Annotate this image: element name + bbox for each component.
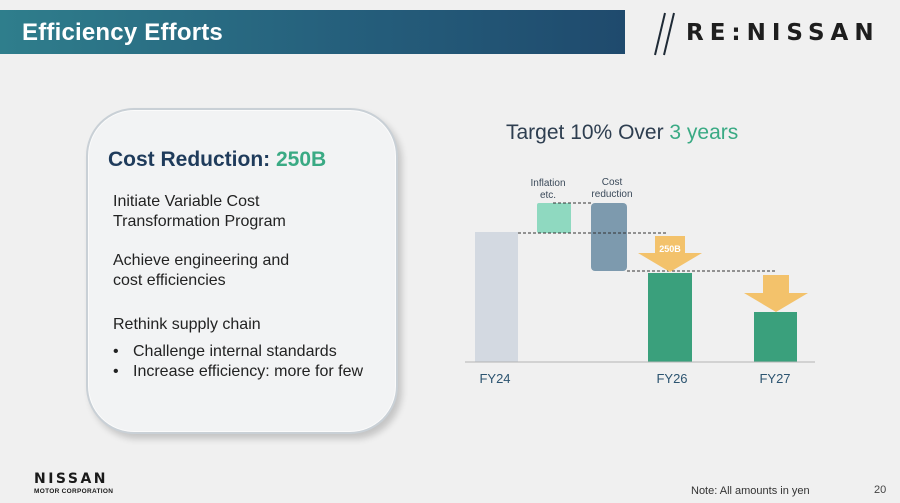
arrow-fy26: [638, 236, 702, 272]
header-banner: Efficiency Efforts: [0, 10, 625, 54]
label-cost: Cost: [602, 177, 623, 188]
bar-fy27: [754, 312, 797, 362]
renissan-logo: RE:NISSAN: [686, 20, 880, 46]
card-title: Cost Reduction: 250B: [108, 148, 327, 171]
supply-chain-bullets: Challenge internal standards Increase ef…: [113, 342, 373, 382]
bar-inflation: [537, 203, 571, 233]
card-item-engineering: Achieve engineering and cost efficiencie…: [113, 252, 290, 289]
label-inflation-etc: etc.: [540, 190, 556, 201]
bar-fy26: [648, 273, 692, 362]
label-inflation: Inflation: [530, 178, 565, 189]
chart-title: Target 10% Over 3 years: [506, 121, 739, 144]
x-label-fy26: FY26: [656, 371, 687, 386]
bar-cost-reduction: [591, 203, 627, 271]
slide-title: Efficiency Efforts: [22, 19, 223, 46]
bullet-item: Increase efficiency: more for few: [113, 362, 373, 382]
arrow-fy27: [744, 275, 808, 312]
card-item-supply-chain: Rethink supply chain: [113, 316, 261, 333]
nissan-logo: NISSAN MOTOR CORPORATION: [34, 471, 114, 495]
card-title-value: 250B: [276, 148, 327, 171]
label-reduction: reduction: [591, 189, 632, 200]
waterfall-chart: Inflation etc. Cost reduction 250B FY24 …: [465, 177, 815, 386]
badge-250b: 250B: [659, 244, 681, 254]
page-number: 20: [874, 484, 887, 496]
slash-divider-icon: [654, 12, 675, 56]
bar-fy24: [475, 232, 518, 362]
x-label-fy24: FY24: [479, 371, 510, 386]
card-item-variable-cost: Initiate Variable Cost Transformation Pr…: [113, 193, 286, 230]
x-label-fy27: FY27: [759, 371, 790, 386]
bullet-item: Challenge internal standards: [113, 342, 373, 362]
footnote: Note: All amounts in yen: [691, 485, 810, 497]
